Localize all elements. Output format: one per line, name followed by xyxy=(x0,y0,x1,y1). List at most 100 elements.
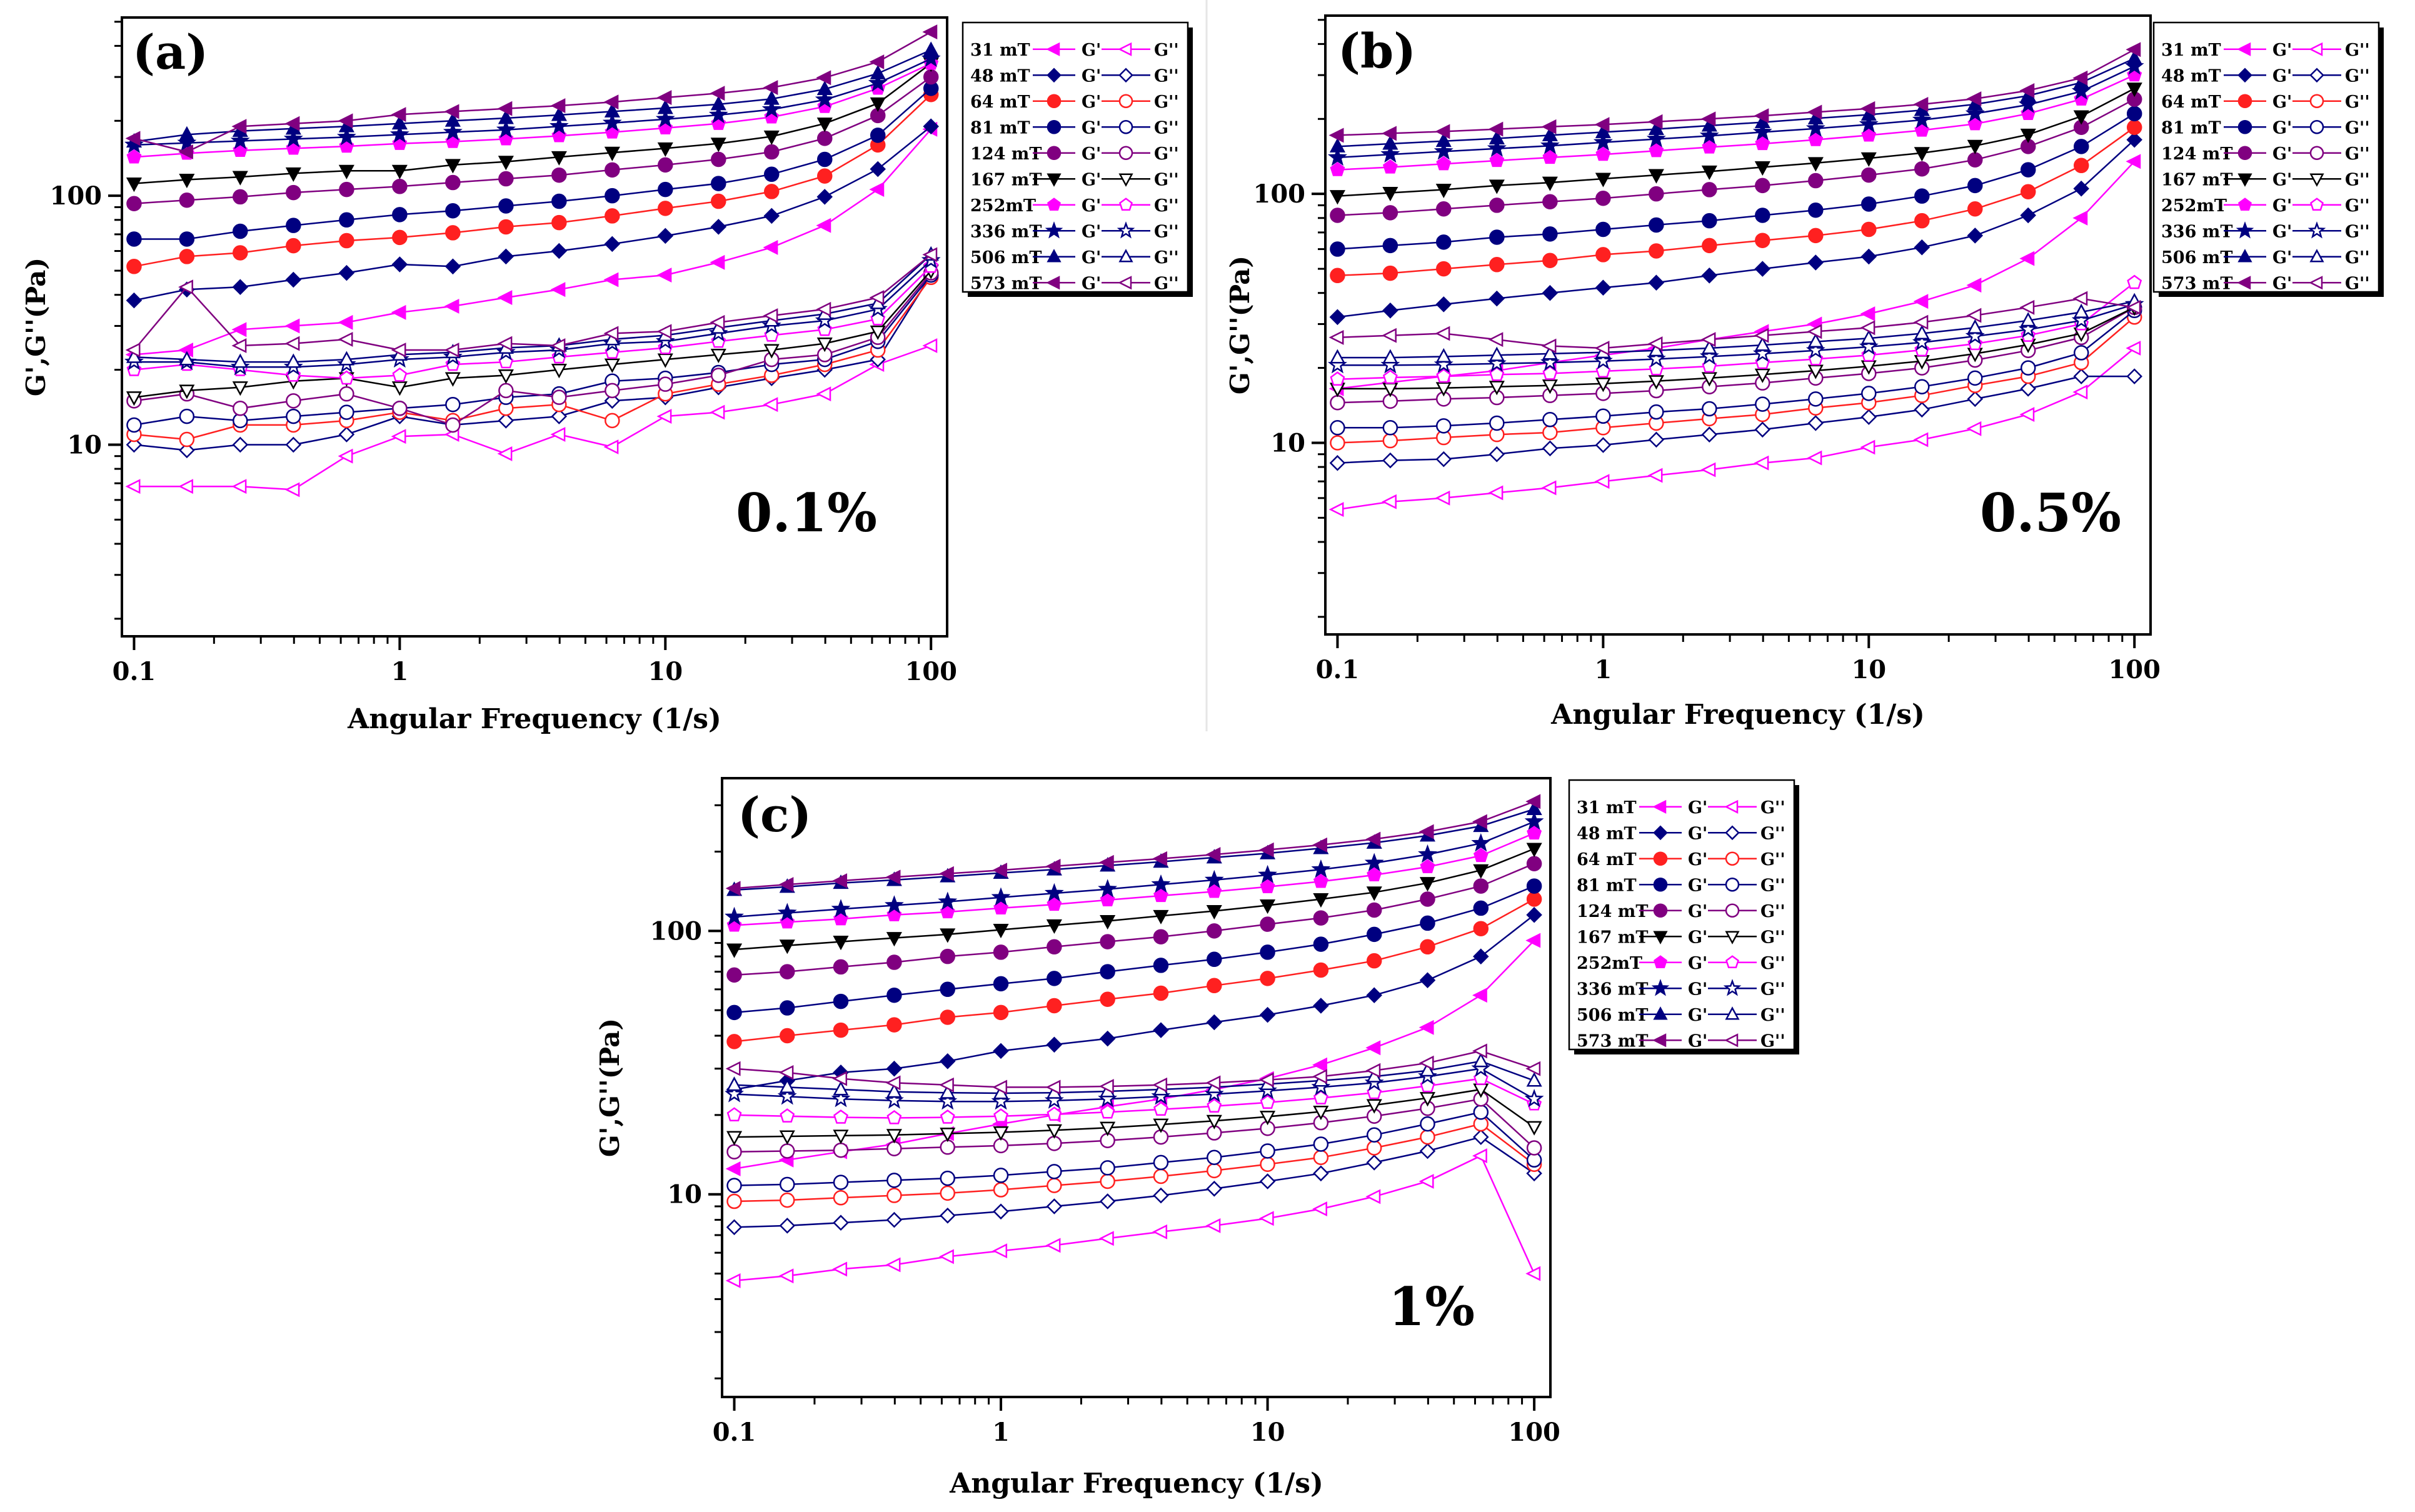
panel-c-series-31mT-loss-point xyxy=(1045,1238,1061,1253)
panel-a-series-64mT-storage-point xyxy=(179,249,195,264)
panel-b-series-336mT-loss-point xyxy=(1859,336,1879,355)
panel-a-series-573mT-storage-point xyxy=(125,131,141,146)
panel-b-series-336mT-loss-point xyxy=(1805,340,1825,359)
panel-a-series-31mT-storage-point xyxy=(869,182,885,198)
panel-c-legend-field-label: 167 mT xyxy=(1577,928,1648,947)
panel-c-legend-marker xyxy=(1725,903,1740,918)
panel-a-legend-modulus-label: G'' xyxy=(1154,118,1179,138)
panel-a-legend-modulus-label: G' xyxy=(1082,248,1101,268)
panel-c-legend-modulus-label: G'' xyxy=(1760,824,1785,843)
panel-a-series-124mT-loss-line xyxy=(134,272,932,426)
panel-b-series-64mT-storage-point xyxy=(1649,243,1664,259)
panel-a-series-64mT-storage-point xyxy=(816,168,833,184)
panel-c-legend-marker xyxy=(1725,878,1740,892)
panel-a-series-336mT-storage-line xyxy=(134,58,931,146)
panel-a-series-81mT-storage-point xyxy=(339,212,354,228)
panel-a-legend-marker xyxy=(1118,146,1133,160)
panel-b-series-48mT-storage-point xyxy=(1967,228,1984,244)
panel-c-series-573mT-storage-point xyxy=(1098,854,1114,870)
panel-c-series-48mT-storage-point xyxy=(1473,948,1489,964)
panel-a-legend-modulus-label: G' xyxy=(1082,93,1101,112)
panel-c-series-573mT-storage-point xyxy=(1525,794,1541,809)
panel-b-series-573mT-loss-point xyxy=(1807,324,1822,339)
panel-c-series-81mT-storage-point xyxy=(940,981,956,998)
panel-b-series-31mT-loss-point xyxy=(1754,455,1769,471)
panel-a-series-506mT-loss-point xyxy=(232,353,248,368)
panel-c-series-48mT-loss-point xyxy=(993,1203,1009,1220)
panel-a-series-506mT-storage-line xyxy=(134,49,931,143)
panel-b-legend-modulus-label: G'' xyxy=(2345,170,2370,189)
panel-b-series-64mT-storage-point xyxy=(1967,201,1983,217)
panel-c-series-573mT-storage-point xyxy=(1152,851,1168,866)
panel-b-series-64mT-storage-point xyxy=(1808,228,1824,244)
panel-a-legend-modulus-label: G'' xyxy=(1154,222,1179,241)
panel-c-series-167mT-loss-point xyxy=(940,1128,956,1143)
panel-c-series-167mT-storage-point xyxy=(1259,899,1276,914)
panel-b-series-81mT-loss-point xyxy=(1382,420,1398,436)
panel-c-series-573mT-loss-point xyxy=(992,1079,1008,1095)
panel-c-y-tick-label: 100 xyxy=(650,916,703,946)
panel-a-series-31mT-storage-point xyxy=(284,318,300,334)
panel-a-series-31mT-loss-point xyxy=(550,427,566,442)
panel-c-series-336mT-storage-point xyxy=(1044,883,1064,902)
panel-b-series-573mT-loss-point xyxy=(1488,332,1504,348)
panel-c-series-48mT-loss-point xyxy=(1046,1198,1063,1214)
panel-c-series-124mT-storage-point xyxy=(940,948,956,964)
panel-c-series-31mT-loss-point xyxy=(1205,1218,1221,1233)
panel-b-series-573mT-storage-point xyxy=(2126,42,2141,58)
panel-c-series-81mT-loss-point xyxy=(833,1174,849,1190)
panel-c-series-336mT-loss-point xyxy=(938,1091,958,1110)
panel-c-series-31mT-loss-point xyxy=(939,1249,954,1264)
panel-b-series-252mT-loss-point xyxy=(1382,369,1398,384)
panel-a-series-167mT-storage-point xyxy=(126,178,143,193)
panel-c-series-31mT-loss-point xyxy=(832,1261,848,1277)
panel-c-series-48mT-storage-point xyxy=(886,1060,903,1077)
panel-b-series-124mT-storage-point xyxy=(1595,190,1611,206)
panel-a-series-31mT-loss-point xyxy=(816,386,831,402)
panel-c-series-31mT-storage-point xyxy=(1472,988,1487,1003)
panel-c-series-506mT-loss-point xyxy=(1473,1053,1489,1068)
panel-b-legend-marker xyxy=(2309,249,2324,263)
panel-a-series-506mT-storage-point xyxy=(391,115,408,130)
panel-b-series-31mT-loss-point xyxy=(1860,439,1875,455)
panel-b-series-31mT-loss-point xyxy=(2126,341,2141,356)
panel-a-series-81mT-storage-point xyxy=(498,198,514,214)
panel-c-series-167mT-loss-line xyxy=(734,1088,1535,1138)
panel-b-series-81mT-loss-point xyxy=(1330,420,1345,436)
panel-a-legend-modulus-label: G' xyxy=(1082,118,1101,138)
panel-b-series-252mT-loss-point xyxy=(1542,365,1558,380)
panel-c-series-573mT-loss-point xyxy=(1312,1069,1327,1084)
panel-a-legend-marker xyxy=(1047,198,1061,211)
panel-b-series-573mT-storage-point xyxy=(2072,70,2088,86)
panel-a-series-506mT-storage-point xyxy=(763,90,780,105)
panel-a-ticks: 0.1 1 10 100 10 100 xyxy=(50,21,957,686)
panel-a-series-31mT-loss-point xyxy=(656,409,672,424)
panel-c-legend-modulus-label: G' xyxy=(1688,798,1707,818)
panel-c-legend-marker xyxy=(1652,1033,1667,1048)
panel-b-series-573mT-loss-point xyxy=(1647,336,1663,351)
panel-b-series-506mT-loss-point xyxy=(1967,319,1983,334)
panel-b-legend-marker xyxy=(2309,42,2323,56)
panel-a-legend-modulus-label: G' xyxy=(1082,222,1101,241)
panel-a-series-573mT-loss-point xyxy=(231,338,247,353)
panel-b-series-167mT-storage-point xyxy=(1701,165,1717,181)
panel-c-legend-marker xyxy=(1724,1033,1739,1048)
panel-b-y-tick-label: 10 xyxy=(1270,428,1305,458)
panel-a-legend-marker xyxy=(1118,276,1132,290)
panel-c-series-81mT-loss-point xyxy=(1313,1136,1329,1152)
panel-c-series-167mT-loss-point xyxy=(1526,1121,1542,1136)
panel-c-series-64mT-storage-point xyxy=(1153,985,1169,1001)
panel-b-series-506mT-storage-point xyxy=(1542,126,1558,141)
panel-c-series-64mT-loss-point xyxy=(1153,1168,1169,1184)
panel-c-series-81mT-loss-point xyxy=(1366,1127,1382,1143)
panel-c-series-252mT-loss-point xyxy=(1207,1098,1222,1113)
panel-b-series-124mT-storage-point xyxy=(1808,173,1824,189)
panel-a-series-167mT-loss-point xyxy=(763,344,780,359)
panel-c-series-506mT-loss-point xyxy=(1419,1062,1435,1077)
panel-b-legend-modulus-label: G'' xyxy=(2345,144,2370,164)
panel-a-series-167mT-loss-point xyxy=(232,381,248,396)
panel-a-legend-field-label: 336 mT xyxy=(970,222,1042,241)
panel-a-series-506mT-storage-point xyxy=(179,126,195,141)
panel-a-series-124mT-storage-point xyxy=(392,179,408,194)
panel-c-series-252mT-storage-point xyxy=(1527,825,1542,840)
